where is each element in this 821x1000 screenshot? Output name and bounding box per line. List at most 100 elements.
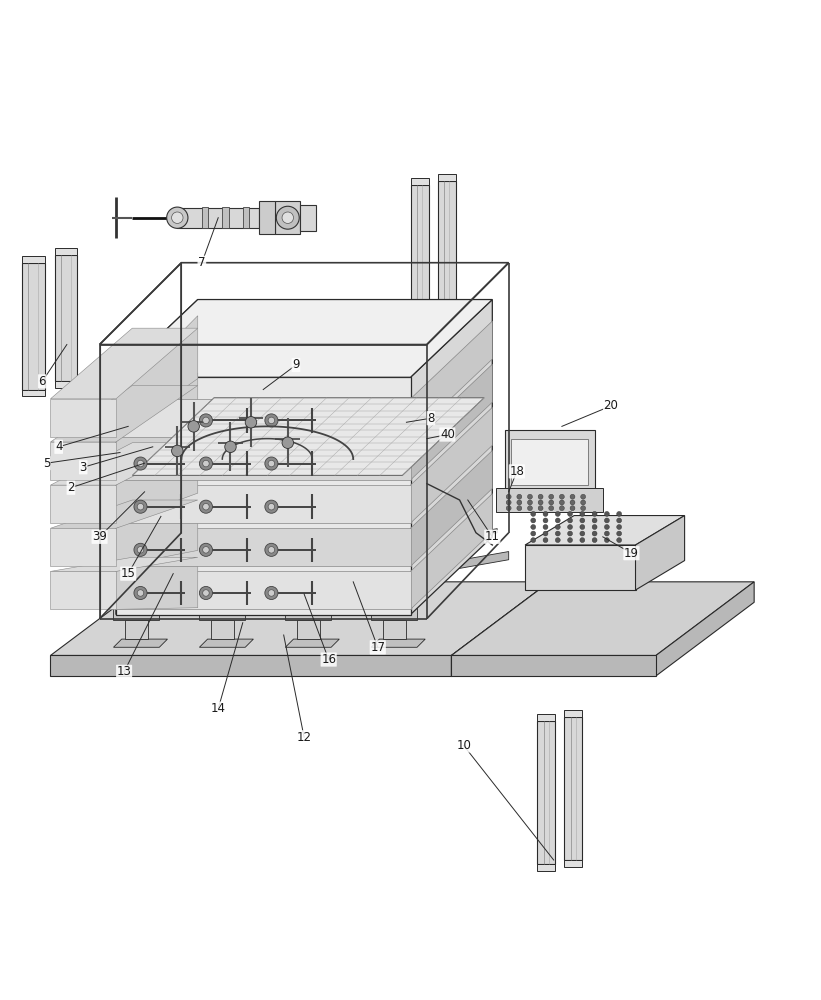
Polygon shape (537, 714, 555, 721)
Polygon shape (54, 255, 77, 381)
Polygon shape (564, 860, 582, 867)
Polygon shape (54, 381, 77, 388)
Circle shape (604, 525, 609, 529)
Polygon shape (116, 442, 410, 480)
Circle shape (531, 511, 535, 516)
Circle shape (559, 500, 564, 505)
Polygon shape (410, 178, 429, 185)
Polygon shape (525, 516, 685, 545)
Polygon shape (505, 430, 594, 492)
Polygon shape (635, 516, 685, 590)
Polygon shape (116, 300, 493, 377)
Circle shape (538, 506, 543, 511)
Circle shape (580, 506, 585, 511)
Text: 8: 8 (427, 412, 434, 425)
Polygon shape (371, 608, 417, 620)
Circle shape (282, 437, 293, 448)
Polygon shape (116, 485, 410, 523)
Circle shape (592, 525, 597, 529)
Circle shape (517, 494, 522, 499)
Circle shape (543, 518, 548, 523)
Circle shape (604, 518, 609, 523)
Polygon shape (22, 390, 45, 396)
Circle shape (543, 511, 548, 516)
Text: 17: 17 (370, 641, 385, 654)
Polygon shape (50, 399, 116, 437)
Text: 4: 4 (55, 440, 62, 453)
Circle shape (548, 500, 553, 505)
Circle shape (570, 500, 575, 505)
Text: 20: 20 (603, 399, 618, 412)
Polygon shape (50, 443, 198, 485)
Circle shape (134, 586, 147, 600)
Polygon shape (207, 529, 240, 543)
Circle shape (265, 414, 278, 427)
Text: 14: 14 (211, 702, 226, 715)
Polygon shape (116, 377, 410, 615)
Circle shape (268, 547, 275, 553)
Circle shape (188, 421, 200, 432)
Polygon shape (452, 655, 656, 676)
Polygon shape (50, 500, 198, 528)
Polygon shape (116, 300, 198, 615)
Polygon shape (222, 207, 229, 228)
Polygon shape (656, 582, 754, 676)
Polygon shape (200, 608, 245, 620)
Polygon shape (116, 571, 410, 609)
Polygon shape (116, 399, 410, 437)
Circle shape (592, 511, 597, 516)
Polygon shape (116, 528, 410, 566)
Polygon shape (125, 620, 148, 639)
Polygon shape (50, 328, 198, 399)
Circle shape (567, 525, 572, 529)
Circle shape (200, 543, 213, 556)
Circle shape (570, 494, 575, 499)
Circle shape (203, 503, 209, 510)
Polygon shape (564, 717, 582, 860)
Circle shape (517, 500, 522, 505)
Circle shape (555, 525, 560, 529)
Circle shape (548, 494, 553, 499)
Circle shape (580, 511, 585, 516)
Text: 18: 18 (510, 465, 525, 478)
Circle shape (265, 543, 278, 556)
Text: 40: 40 (440, 428, 455, 441)
Circle shape (580, 538, 585, 543)
Circle shape (268, 417, 275, 424)
Polygon shape (259, 201, 276, 234)
Text: 15: 15 (121, 567, 135, 580)
Polygon shape (200, 639, 254, 647)
Circle shape (137, 590, 144, 596)
Circle shape (507, 500, 511, 505)
Polygon shape (286, 639, 339, 647)
Text: 9: 9 (292, 358, 300, 371)
Polygon shape (116, 488, 198, 566)
Circle shape (531, 531, 535, 536)
Polygon shape (50, 442, 116, 480)
Circle shape (277, 206, 299, 229)
Circle shape (531, 525, 535, 529)
Circle shape (172, 212, 183, 223)
Polygon shape (50, 557, 198, 571)
Polygon shape (371, 639, 425, 647)
Polygon shape (537, 721, 555, 864)
Polygon shape (438, 174, 456, 181)
Circle shape (538, 494, 543, 499)
Circle shape (203, 417, 209, 424)
Text: 39: 39 (92, 530, 107, 543)
Polygon shape (54, 248, 77, 255)
Polygon shape (410, 364, 493, 480)
Circle shape (570, 506, 575, 511)
Polygon shape (282, 552, 337, 570)
Circle shape (555, 518, 560, 523)
Polygon shape (410, 304, 429, 310)
Polygon shape (50, 385, 198, 442)
Circle shape (548, 506, 553, 511)
Polygon shape (438, 300, 456, 306)
Text: 6: 6 (39, 375, 46, 388)
Circle shape (268, 460, 275, 467)
Polygon shape (243, 207, 250, 228)
Circle shape (134, 457, 147, 470)
Circle shape (200, 500, 213, 513)
Text: 2: 2 (67, 481, 75, 494)
